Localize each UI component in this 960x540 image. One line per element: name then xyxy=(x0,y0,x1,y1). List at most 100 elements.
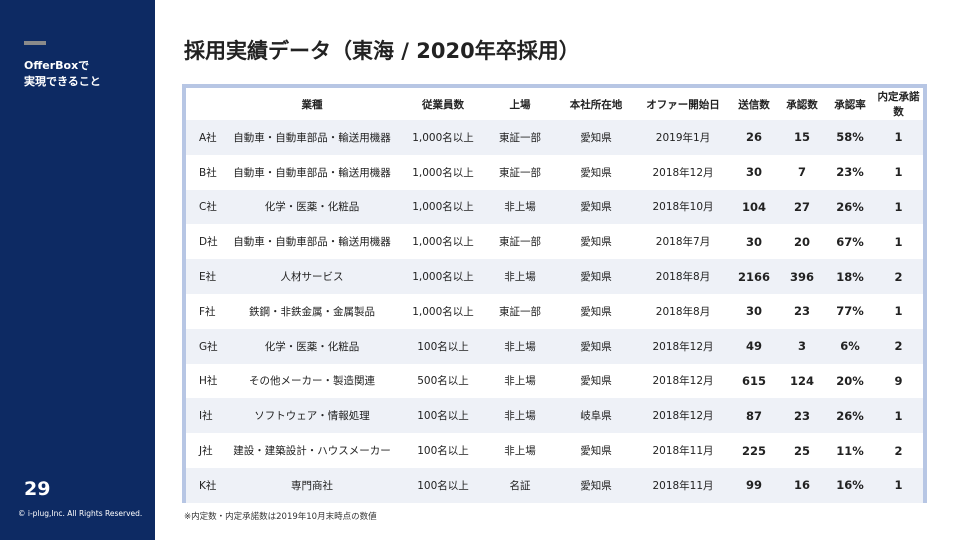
table-cell: 愛知県 xyxy=(556,433,636,468)
table-cell: 愛知県 xyxy=(556,189,636,225)
table-cell: 愛知県 xyxy=(556,328,636,364)
table-cell: 東証一部 xyxy=(484,120,556,155)
table-cell: 化学・医薬・化粧品 xyxy=(222,328,402,364)
table-cell: 2018年7月 xyxy=(636,224,730,260)
column-header: 従業員数 xyxy=(402,88,484,120)
table-cell: 225 xyxy=(730,433,778,468)
table-cell: 愛知県 xyxy=(556,224,636,260)
table-cell: 2 xyxy=(874,433,923,468)
table-cell: 非上場 xyxy=(484,259,556,294)
table-cell: A社 xyxy=(186,120,222,155)
table-row: B社 自動車・自動車部品・輸送用機器 1,000名以上 東証一部 愛知県 2018年12月… xyxy=(186,154,923,190)
table-cell: 1 xyxy=(874,120,923,155)
table-cell: 愛知県 xyxy=(556,120,636,155)
sidebar: OfferBoxで 実現できること 29 © i-plug,Inc. All R… xyxy=(0,0,155,540)
table-cell: I社 xyxy=(186,398,222,434)
table-cell: 500名以上 xyxy=(402,363,484,399)
table-row: K社 専門商社 100名以上 名証 愛知県 2018年11月 99 16 16% 1 xyxy=(186,467,923,503)
table-row: A社 自動車・自動車部品・輸送用機器 1,000名以上 東証一部 愛知県 2019年1月 2… xyxy=(186,120,923,155)
table-cell: G社 xyxy=(186,328,222,364)
table-cell: 2018年8月 xyxy=(636,293,730,329)
table-cell: 東証一部 xyxy=(484,224,556,260)
table-cell: 396 xyxy=(778,259,826,294)
table-cell: 99 xyxy=(730,467,778,503)
table-cell: 非上場 xyxy=(484,433,556,468)
table-cell: 化学・医薬・化粧品 xyxy=(222,189,402,225)
column-header: 内定承諾数 xyxy=(874,88,923,120)
table-cell: 2166 xyxy=(730,259,778,294)
table-cell: 2 xyxy=(874,328,923,364)
table-cell: 20% xyxy=(826,363,874,399)
table-cell: 30 xyxy=(730,293,778,329)
table-cell: 16% xyxy=(826,467,874,503)
table-cell: 67% xyxy=(826,224,874,260)
column-header: 承認数 xyxy=(778,88,826,120)
table-cell: 1,000名以上 xyxy=(402,120,484,155)
table-cell: 26% xyxy=(826,398,874,434)
table-cell: K社 xyxy=(186,467,222,503)
table-cell: 3 xyxy=(778,328,826,364)
table-cell: 自動車・自動車部品・輸送用機器 xyxy=(222,154,402,190)
table-row: E社 人材サービス 1,000名以上 非上場 愛知県 2018年8月 2166 396 18% 2 xyxy=(186,259,923,294)
table-cell: 87 xyxy=(730,398,778,434)
table-cell: 非上場 xyxy=(484,398,556,434)
table-cell: 100名以上 xyxy=(402,328,484,364)
table-cell: 2 xyxy=(874,259,923,294)
table-cell: 26 xyxy=(730,120,778,155)
table-cell: F社 xyxy=(186,293,222,329)
table-cell: 愛知県 xyxy=(556,467,636,503)
column-header: 送信数 xyxy=(730,88,778,120)
table-cell: 1 xyxy=(874,189,923,225)
table-cell: 1,000名以上 xyxy=(402,259,484,294)
table-cell: E社 xyxy=(186,259,222,294)
table-cell: 615 xyxy=(730,363,778,399)
table-cell: D社 xyxy=(186,224,222,260)
table-cell: 2018年10月 xyxy=(636,189,730,225)
table-cell: 2018年11月 xyxy=(636,467,730,503)
table-cell: 2019年1月 xyxy=(636,120,730,155)
column-header: 業種 xyxy=(222,88,402,120)
table-cell: 9 xyxy=(874,363,923,399)
table-cell: 非上場 xyxy=(484,328,556,364)
column-header: 承認率 xyxy=(826,88,874,120)
table-cell: 鉄鋼・非鉄金属・金属製品 xyxy=(222,293,402,329)
table-cell: 77% xyxy=(826,293,874,329)
table-cell: 16 xyxy=(778,467,826,503)
table-cell: 東証一部 xyxy=(484,154,556,190)
table-cell: 1,000名以上 xyxy=(402,189,484,225)
table-cell: 25 xyxy=(778,433,826,468)
table-cell: 2018年12月 xyxy=(636,154,730,190)
table-cell: 30 xyxy=(730,154,778,190)
table-cell: 18% xyxy=(826,259,874,294)
table-cell: 自動車・自動車部品・輸送用機器 xyxy=(222,120,402,155)
table-cell: 人材サービス xyxy=(222,259,402,294)
table-row: C社 化学・医薬・化粧品 1,000名以上 非上場 愛知県 2018年10月 104 27 26… xyxy=(186,189,923,225)
footnote: ※内定数・内定承諾数は2019年10月末時点の数値 xyxy=(184,512,377,522)
table-cell: 27 xyxy=(778,189,826,225)
table-cell: その他メーカー・製造関連 xyxy=(222,363,402,399)
table-cell: 1,000名以上 xyxy=(402,293,484,329)
table-cell: 名証 xyxy=(484,467,556,503)
table-cell: 非上場 xyxy=(484,363,556,399)
table-cell: 1 xyxy=(874,398,923,434)
table-header-row: 業種 従業員数 上場 本社所在地 オファー開始日 送信数 承認数 承認率 内定承諾数 xyxy=(186,88,923,120)
results-table-frame: 業種 従業員数 上場 本社所在地 オファー開始日 送信数 承認数 承認率 内定承諾数 A社 自動車… xyxy=(182,84,927,503)
table-cell: 1,000名以上 xyxy=(402,154,484,190)
table-cell: 2018年12月 xyxy=(636,328,730,364)
table-body: A社 自動車・自動車部品・輸送用機器 1,000名以上 東証一部 愛知県 2019年1月 2… xyxy=(186,120,923,503)
table-cell: ソフトウェア・情報処理 xyxy=(222,398,402,434)
table-cell: 100名以上 xyxy=(402,467,484,503)
table-cell: 2018年11月 xyxy=(636,433,730,468)
sidebar-tagline: OfferBoxで 実現できること xyxy=(24,58,149,90)
table-cell: 1 xyxy=(874,293,923,329)
table-row: J社 建設・建築設計・ハウスメーカー 100名以上 非上場 愛知県 2018年11月 225… xyxy=(186,433,923,468)
sidebar-accent-bar xyxy=(24,41,46,45)
table-cell: H社 xyxy=(186,363,222,399)
table-cell: 23% xyxy=(826,154,874,190)
table-cell: 100名以上 xyxy=(402,433,484,468)
sidebar-tagline-line-2: 実現できること xyxy=(24,75,101,88)
copyright: © i-plug,Inc. All Rights Reserved. xyxy=(18,509,143,518)
table-cell: 1,000名以上 xyxy=(402,224,484,260)
table-cell: 1 xyxy=(874,467,923,503)
table-cell: 20 xyxy=(778,224,826,260)
